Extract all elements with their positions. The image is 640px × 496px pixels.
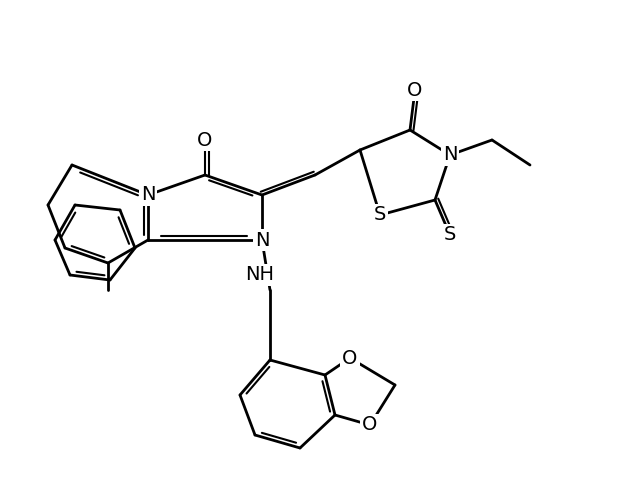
- Text: O: O: [407, 80, 422, 100]
- Text: N: N: [141, 186, 156, 204]
- Text: O: O: [197, 130, 212, 149]
- Text: O: O: [342, 349, 358, 368]
- Text: O: O: [362, 416, 378, 434]
- Text: NH: NH: [246, 265, 275, 285]
- Text: N: N: [255, 231, 269, 249]
- Text: S: S: [444, 226, 456, 245]
- Text: S: S: [374, 205, 386, 225]
- Text: N: N: [443, 145, 457, 165]
